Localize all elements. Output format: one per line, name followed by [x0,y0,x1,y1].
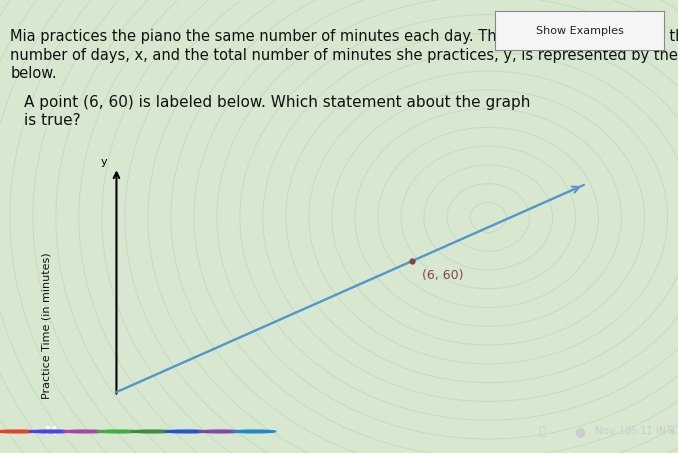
Text: (6, 60): (6, 60) [422,269,463,282]
Text: Practice Time (in minutes): Practice Time (in minutes) [41,253,51,400]
Circle shape [199,430,242,433]
Circle shape [0,430,39,433]
Circle shape [63,430,106,433]
Circle shape [97,430,140,433]
Text: Nov 18: Nov 18 [595,426,632,437]
Circle shape [29,430,73,433]
Text: ●: ● [574,425,585,438]
Circle shape [165,430,208,433]
Circle shape [131,430,174,433]
Text: y: y [101,158,108,168]
Text: Show Examples: Show Examples [536,25,624,36]
Circle shape [233,430,276,433]
Text: is true?: is true? [24,113,81,128]
Text: M: M [45,425,57,438]
Text: ⬜: ⬜ [538,425,546,438]
Text: ▾: ▾ [670,426,675,437]
Text: 5:11 INTL: 5:11 INTL [631,426,677,437]
Text: A point (6, 60) is labeled below. Which statement about the graph: A point (6, 60) is labeled below. Which … [24,95,530,110]
Text: number of days, x, and the total number of minutes she practices, y, is represen: number of days, x, and the total number … [10,48,678,63]
Text: below.: below. [10,66,57,81]
Text: Mia practices the piano the same number of minutes each day. The relationship be: Mia practices the piano the same number … [10,29,678,44]
